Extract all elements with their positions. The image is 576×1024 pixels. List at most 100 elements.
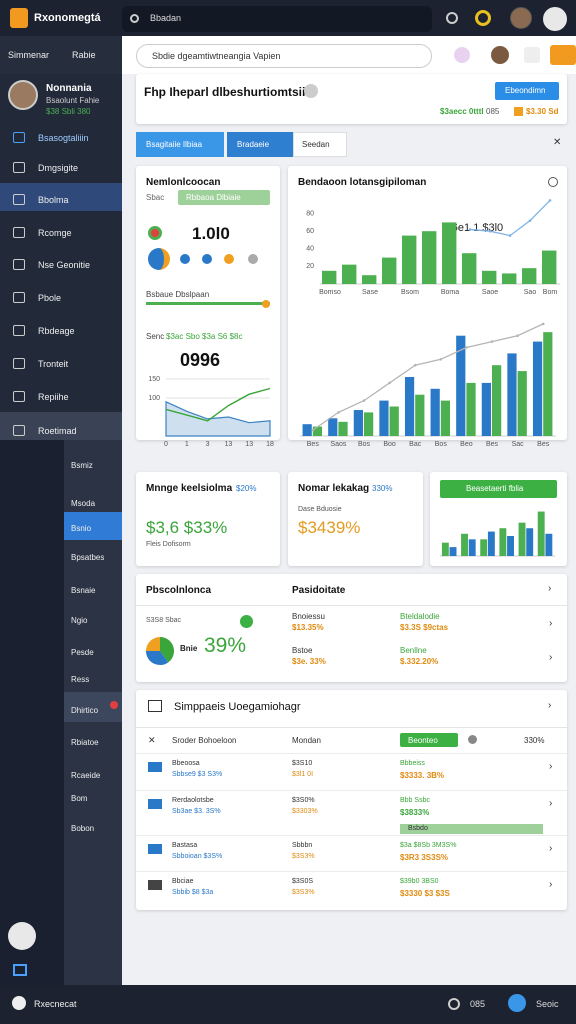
avatar[interactable] [510,7,532,29]
status-dot [224,254,234,264]
menu-item[interactable]: Bbolma [38,195,69,205]
menu-item[interactable]: Repiihe [38,392,69,402]
menu-icon [13,325,25,336]
metric-card [288,472,423,566]
home-icon[interactable] [13,964,27,976]
submenu-item[interactable]: Rbiatoe [71,738,99,747]
chevron[interactable]: › [548,700,552,711]
tab-label[interactable]: Seedan [302,140,330,149]
portfolio-note: S3S8 Sbac [146,617,182,624]
menu-icon [13,194,25,205]
icon-button[interactable] [454,47,470,63]
submenu-item[interactable]: Bsnio [71,524,92,533]
row-cell: $3a $8Sb 3M3S% [400,842,457,849]
search-placeholder: Sbdie dgeamtiwtneangia Vapien [152,51,281,61]
settings-icon[interactable] [446,12,458,24]
menu-item[interactable]: Rbdeage [38,326,75,336]
x-tick-label: Boo [383,441,396,448]
menu-item[interactable]: Bsasogtaliiin [38,133,89,143]
submenu-item[interactable]: Ngio [71,616,88,625]
header-stat: $3.30 Sd [526,107,559,116]
card-subtitle: Senc [146,332,165,341]
divider [136,753,567,754]
chevron[interactable]: › [549,618,553,629]
metric-button-label[interactable]: Beasetaerti fblia [466,484,524,493]
chevron[interactable]: › [549,761,553,772]
portfolio-card [136,574,567,682]
metric-card [136,472,280,566]
tab[interactable] [136,132,224,157]
row-cell: $3S3% [292,853,315,860]
submenu-item[interactable]: Bpsatbes [71,553,105,562]
submenu-item[interactable]: Bsnaie [71,586,96,595]
row-cell: $3S3% [292,889,315,896]
help-icon[interactable] [8,922,36,950]
user-avatar[interactable] [491,46,509,64]
close-icon[interactable]: ✕ [553,137,562,148]
big-number: 0996 [180,350,221,370]
tab[interactable] [227,132,293,157]
chevron[interactable]: › [549,652,553,663]
submenu-item[interactable]: Msoda [71,499,96,508]
metric-value: $3,6 $33% [146,518,228,537]
menu-icon [13,259,25,270]
tab-label[interactable]: Bsagitaiie Ilbiaa [146,140,203,149]
sub-bar-label: Simmenar [8,50,50,60]
action-button[interactable] [550,45,576,65]
footer-avatar[interactable] [508,994,526,1012]
metric-button[interactable] [440,480,557,498]
submenu-item[interactable]: Pesde [71,648,94,657]
sidebar [0,74,122,440]
profile-role: Bsaolunt Fahie [46,96,100,105]
row-cell: $3S10 [292,760,313,767]
submenu-item[interactable]: Bom [71,794,88,803]
chevron[interactable]: › [549,798,553,809]
portfolio-item: Bstoe [292,646,313,655]
notify-icon[interactable] [475,10,491,26]
header-button[interactable] [495,82,559,100]
search-box[interactable] [122,6,432,32]
submenu-item[interactable]: Dhirtico [71,706,99,715]
progress-bar [146,302,270,305]
menu-item[interactable]: Tronteit [38,359,69,369]
chevron[interactable]: › [548,583,552,594]
row-flag [148,762,162,772]
footer-icon[interactable] [448,998,460,1010]
menu-item[interactable]: Roetimad [38,426,77,436]
submenu-item[interactable]: Bobon [71,824,95,833]
submenu-item[interactable]: Rcaeide [71,771,101,780]
divider [136,727,567,728]
close-button[interactable] [543,7,567,31]
row-cell: $3S0% [292,797,315,804]
menu-item[interactable]: Rcomge [38,228,72,238]
header-button-label[interactable]: Ebeondimn [505,86,546,95]
status-dot [248,254,258,264]
submenu-item[interactable]: Ress [71,675,90,684]
tab-label[interactable]: Bradaeie [237,140,270,149]
search-input[interactable] [136,44,432,68]
row-cell: Bbbeiss [400,760,425,767]
menu-item[interactable]: Pbole [38,293,62,303]
big-value: 1.0l0 [192,224,230,243]
row-sub: Sbbib $8 $3a [172,889,214,896]
x-tick-label: Bac [409,441,422,448]
row-bar [400,824,543,834]
table-header: Beonteo [408,736,438,745]
header-stat: $3aecc 0tttl [440,107,484,116]
chart-annotation: Sl6e1 1 $3l0 [442,222,504,234]
table-card [136,690,567,910]
submenu-item[interactable]: Bsmiz [71,461,93,470]
flower-icon [148,226,162,240]
row-cell: $3R3 3S3S% [400,853,449,862]
menu-item[interactable]: Nse Geonitie [38,260,91,270]
profile-avatar [8,80,38,110]
tab[interactable] [293,132,347,157]
icon-button[interactable] [524,47,540,63]
menu-icon [13,227,25,238]
chevron[interactable]: › [549,843,553,854]
x-tick-label: Bes [307,441,320,448]
chevron[interactable]: › [549,879,553,890]
menu-item[interactable]: Dmgsigite [38,163,79,173]
row-name: Bastasa [172,842,198,849]
refresh-icon[interactable] [548,177,558,187]
